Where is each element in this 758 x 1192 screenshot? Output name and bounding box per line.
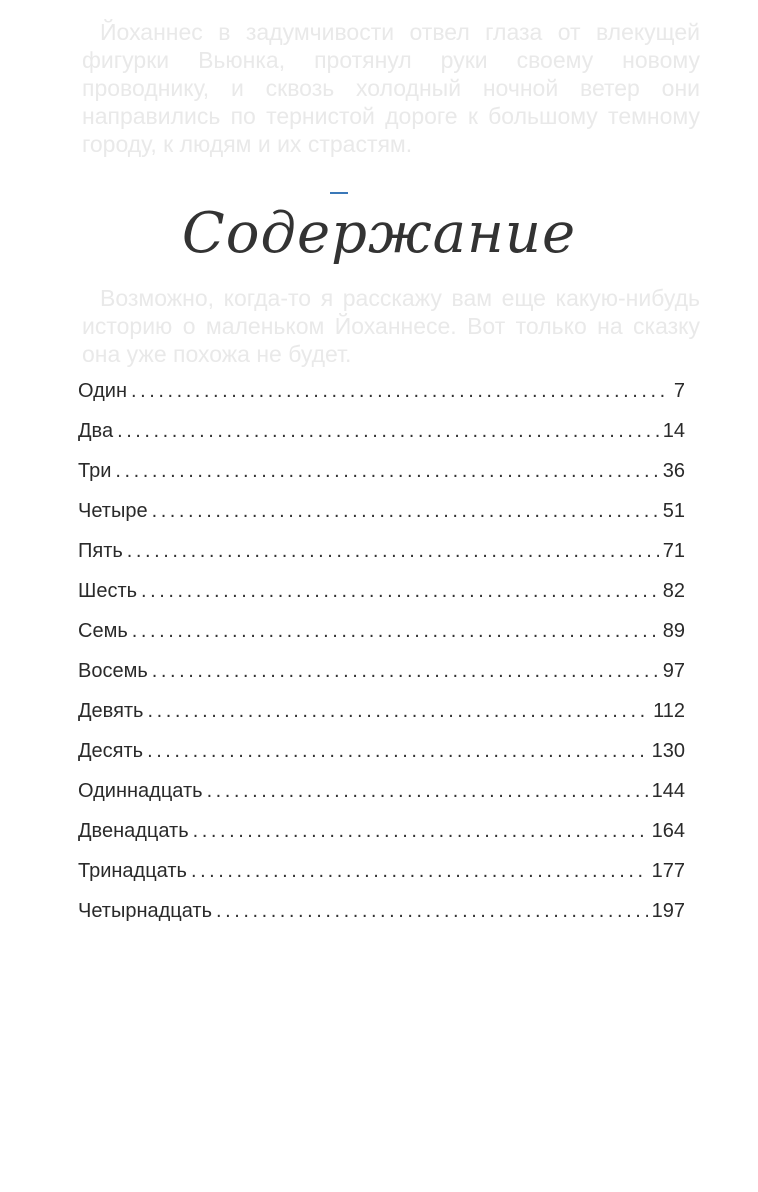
chapter-title: Восемь: [78, 660, 148, 682]
toc-entry[interactable]: Пять 71: [78, 540, 685, 580]
show-through-text: Возможно, когда-то я расскажу вам еще ка…: [82, 285, 700, 367]
toc-entry[interactable]: Девять 112: [78, 700, 685, 740]
chapter-title: Десять: [78, 740, 144, 762]
toc-entry[interactable]: Десять 130: [78, 740, 685, 780]
chapter-title: Три: [78, 460, 112, 482]
page-number: 197: [651, 900, 685, 922]
toc-entry[interactable]: Семь 89: [78, 620, 685, 660]
page-number: 89: [662, 620, 685, 642]
leader-dots: [147, 740, 648, 763]
chapter-title: Четыре: [78, 500, 148, 522]
chapter-title: Одиннадцать: [78, 780, 203, 802]
leader-dots: [115, 460, 658, 483]
leader-dots: [152, 500, 659, 523]
show-through-paragraph-1: Йоханнес в задумчивости отвел глаза от в…: [82, 18, 700, 158]
toc-entry[interactable]: Один 7: [78, 380, 685, 420]
toc-entry[interactable]: Двенадцать 164: [78, 820, 685, 860]
page-number: 36: [662, 460, 685, 482]
chapter-title: Пять: [78, 540, 123, 562]
blue-mark: [330, 192, 348, 194]
page-number: 144: [651, 780, 685, 802]
leader-dots: [141, 580, 659, 603]
chapter-title: Семь: [78, 620, 128, 642]
table-of-contents: Один 7 Два 14 Три 36 Четыре 51 Пять 71 Шесть 82 Семь…: [78, 380, 685, 940]
page-number: 97: [662, 660, 685, 682]
page-number: 71: [662, 540, 685, 562]
chapter-title: Шесть: [78, 580, 138, 602]
leader-dots: [152, 660, 659, 683]
leader-dots: [117, 420, 659, 443]
chapter-title: Один: [78, 380, 128, 402]
leader-dots: [147, 700, 649, 723]
chapter-title: Тринадцать: [78, 860, 187, 882]
page-number: 164: [651, 820, 685, 842]
page-number: 14: [662, 420, 685, 442]
show-through-text: Йоханнес в задумчивости отвел глаза от в…: [82, 19, 700, 157]
page-number: 112: [653, 700, 685, 722]
toc-entry[interactable]: Три 36: [78, 460, 685, 500]
leader-dots: [216, 900, 648, 923]
chapter-title: Четырнадцать: [78, 900, 213, 922]
show-through-paragraph-2: Возможно, когда-то я расскажу вам еще ка…: [82, 284, 700, 368]
page-number: 177: [651, 860, 685, 882]
chapter-title: Двенадцать: [78, 820, 189, 842]
toc-entry[interactable]: Шесть 82: [78, 580, 685, 620]
toc-entry[interactable]: Два 14: [78, 420, 685, 460]
leader-dots: [207, 780, 648, 803]
leader-dots: [132, 620, 659, 643]
leader-dots: [131, 380, 670, 403]
page-number: 82: [662, 580, 685, 602]
leader-dots: [193, 820, 648, 843]
toc-entry[interactable]: Одиннадцать 144: [78, 780, 685, 820]
leader-dots: [127, 540, 659, 563]
toc-entry[interactable]: Восемь 97: [78, 660, 685, 700]
page-number: 130: [651, 740, 685, 762]
toc-entry[interactable]: Тринадцать 177: [78, 860, 685, 900]
leader-dots: [191, 860, 648, 883]
page-title: Содержание: [181, 201, 577, 266]
toc-entry[interactable]: Четырнадцать 197: [78, 900, 685, 940]
page-number: 7: [673, 380, 685, 402]
chapter-title: Два: [78, 420, 114, 442]
chapter-title: Девять: [78, 700, 144, 722]
toc-entry[interactable]: Четыре 51: [78, 500, 685, 540]
page-number: 51: [662, 500, 685, 522]
